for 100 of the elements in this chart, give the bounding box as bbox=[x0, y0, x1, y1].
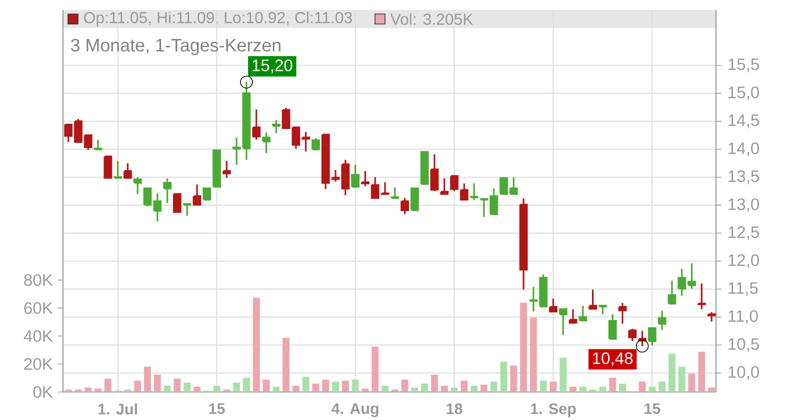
bar bbox=[312, 384, 320, 392]
bar bbox=[570, 386, 576, 392]
y-tick-label: 10,0 bbox=[728, 366, 760, 380]
bar bbox=[243, 378, 250, 392]
candlestick bbox=[628, 328, 637, 342]
bar bbox=[292, 386, 300, 392]
bar bbox=[184, 382, 191, 392]
bar bbox=[579, 386, 586, 392]
candlestick bbox=[172, 193, 182, 213]
bar bbox=[342, 380, 349, 392]
bar bbox=[94, 388, 102, 392]
candlestick bbox=[588, 288, 598, 310]
bar bbox=[154, 374, 161, 392]
candlestick bbox=[648, 327, 656, 346]
candlestick bbox=[707, 311, 716, 322]
y-tick-label: 15,0 bbox=[728, 86, 760, 100]
bar bbox=[382, 386, 388, 392]
candlestick bbox=[312, 137, 320, 150]
bar bbox=[688, 374, 696, 392]
x-tick-label: 15 bbox=[644, 403, 660, 414]
bar bbox=[460, 380, 468, 392]
candlestick bbox=[568, 308, 578, 325]
bar bbox=[698, 352, 706, 392]
candlestick bbox=[390, 186, 400, 199]
candlestick bbox=[351, 164, 360, 188]
candlestick bbox=[460, 182, 468, 201]
candlestick bbox=[598, 304, 607, 316]
y2-tick-label: 40K bbox=[24, 330, 53, 342]
bar bbox=[302, 376, 310, 392]
bar bbox=[272, 386, 280, 392]
candlestick bbox=[410, 187, 419, 212]
candlestick bbox=[361, 170, 370, 187]
bar bbox=[372, 346, 379, 392]
x-tick-label: 1. Sep bbox=[530, 403, 576, 418]
x-tick-label: 18 bbox=[446, 403, 462, 414]
bar bbox=[134, 380, 142, 392]
y-tick-label: 12,5 bbox=[728, 226, 759, 240]
candlestick bbox=[697, 282, 706, 310]
bar bbox=[174, 378, 181, 392]
bar bbox=[233, 382, 240, 392]
candlestick bbox=[114, 160, 122, 179]
y-tick-label: 11,5 bbox=[728, 282, 758, 296]
bar bbox=[411, 388, 418, 392]
bar bbox=[401, 380, 408, 392]
bar bbox=[470, 386, 478, 392]
y2-tick-label: 60K bbox=[24, 302, 53, 314]
annotation: 15,20 bbox=[252, 60, 292, 74]
x-tick-label: 1. Jul bbox=[98, 403, 137, 415]
bar bbox=[362, 388, 369, 392]
bar bbox=[104, 378, 112, 392]
candlestick bbox=[222, 160, 231, 179]
candlestick bbox=[558, 308, 568, 336]
y-tick-label: 12,0 bbox=[728, 254, 760, 268]
bar bbox=[421, 384, 428, 392]
candlestick bbox=[163, 178, 172, 204]
bar bbox=[530, 318, 537, 392]
candlestick bbox=[272, 119, 280, 134]
bar bbox=[668, 354, 676, 392]
bar bbox=[252, 298, 260, 392]
y-tick-label: 10,5 bbox=[728, 338, 759, 352]
candlestick bbox=[618, 302, 627, 325]
candlestick bbox=[124, 162, 132, 179]
bar bbox=[520, 302, 527, 392]
bar bbox=[440, 386, 448, 392]
candlestick bbox=[202, 187, 212, 201]
candlestick bbox=[658, 310, 666, 331]
bar bbox=[510, 366, 518, 392]
bar bbox=[480, 384, 488, 392]
bar bbox=[164, 386, 171, 392]
candlestick bbox=[450, 175, 458, 192]
candlestick bbox=[133, 176, 142, 195]
bar bbox=[490, 382, 498, 392]
bar bbox=[262, 380, 270, 392]
bar bbox=[599, 386, 606, 392]
y-tick-label: 15,5 bbox=[728, 58, 759, 72]
bar bbox=[619, 384, 626, 392]
bar bbox=[648, 386, 656, 392]
bar bbox=[352, 380, 359, 392]
text: 3 Monate, 1-Tages-Kerzen bbox=[70, 38, 280, 56]
bar bbox=[708, 388, 716, 392]
candlestick bbox=[94, 138, 102, 150]
bar bbox=[500, 362, 508, 392]
bar bbox=[282, 338, 290, 392]
bar bbox=[609, 378, 616, 392]
candlestick bbox=[182, 203, 192, 217]
y-tick-label: 14,5 bbox=[728, 114, 759, 128]
bar bbox=[213, 386, 220, 392]
candlestick bbox=[400, 197, 409, 215]
y-tick-label: 13,0 bbox=[728, 198, 760, 212]
legend-label: Vol: 3.205K bbox=[390, 13, 474, 25]
legend-label: Op:11.05, Hi:11.09, Lo:10.92, Cl:11.03 bbox=[84, 12, 352, 26]
bar bbox=[540, 380, 547, 392]
y-tick-label: 13,5 bbox=[728, 170, 759, 184]
x-tick-label: 4. Aug bbox=[331, 403, 378, 418]
candlestick bbox=[252, 108, 261, 141]
candlestick bbox=[440, 178, 449, 195]
candlestick bbox=[192, 184, 202, 206]
bar bbox=[560, 358, 567, 392]
candlestick bbox=[104, 156, 112, 179]
x-tick-label: 15 bbox=[209, 403, 225, 414]
